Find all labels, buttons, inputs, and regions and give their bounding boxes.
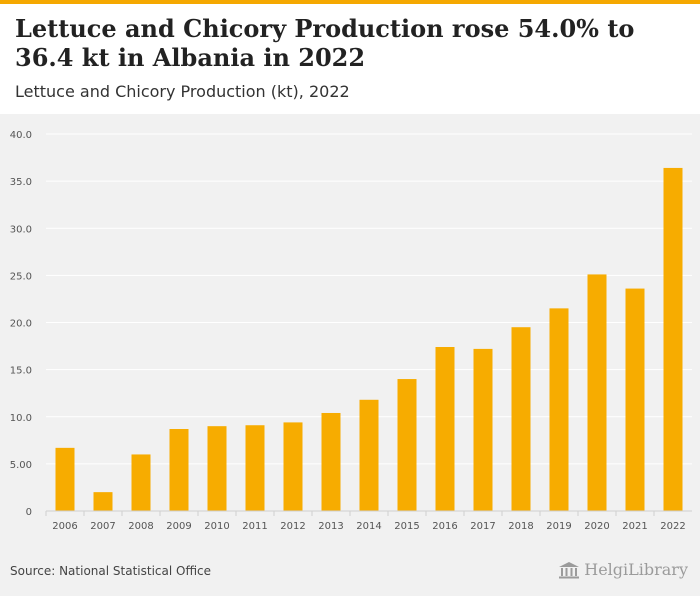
bar-2017	[473, 348, 493, 511]
y-tick-label: 40.0	[10, 130, 32, 141]
bar-2019	[549, 308, 569, 511]
bar-2016	[435, 347, 455, 511]
y-tick-label: 0	[26, 507, 32, 518]
chart-area: 0 5.00 10.0 15.0 20.0 25.0 30.0 35.0 40.0 2006 20…	[0, 114, 700, 540]
x-tick-label: 2019	[546, 521, 571, 532]
y-tick-label: 35.0	[10, 177, 32, 188]
x-tick-label: 2008	[128, 521, 153, 532]
x-tick-label: 2010	[204, 521, 229, 532]
chart-title: Lettuce and Chicory Production rose 54.0…	[15, 14, 635, 72]
chart-header: Lettuce and Chicory Production rose 54.0…	[0, 4, 700, 114]
chart-footer: Source: National Statistical Office Helg…	[0, 540, 700, 596]
x-axis-ticks: 2006 2007 2008 2009 2010 2011 2012 2013 2014 2015…	[45, 510, 692, 532]
y-tick-label: 20.0	[10, 319, 32, 330]
bars	[55, 167, 683, 511]
bar-2015	[397, 379, 417, 511]
bar-2009	[169, 429, 189, 511]
source-note: Source: National Statistical Office	[10, 564, 212, 578]
bar-2014	[359, 399, 379, 511]
y-tick-label: 15.0	[10, 366, 32, 377]
x-tick-label: 2015	[394, 521, 419, 532]
bar-2011	[245, 425, 265, 511]
x-tick-label: 2018	[508, 521, 533, 532]
y-tick-label: 10.0	[10, 413, 32, 424]
x-tick-label: 2006	[52, 521, 77, 532]
library-building-icon	[559, 561, 580, 578]
bar-2022	[663, 167, 683, 511]
bar-2008	[131, 454, 151, 511]
bar-2010	[207, 426, 227, 511]
bar-2007	[93, 492, 113, 511]
logo-text: HelgiLibrary	[584, 560, 688, 579]
bar-2018	[511, 327, 531, 511]
x-tick-label: 2014	[356, 521, 381, 532]
x-tick-label: 2007	[90, 521, 115, 532]
x-tick-label: 2021	[622, 521, 647, 532]
x-tick-label: 2020	[584, 521, 609, 532]
x-tick-label: 2022	[660, 521, 685, 532]
y-tick-label: 30.0	[10, 224, 32, 235]
bar-2013	[321, 412, 341, 511]
x-tick-label: 2013	[318, 521, 343, 532]
y-tick-label: 25.0	[10, 271, 32, 282]
x-tick-label: 2012	[280, 521, 305, 532]
bar-2012	[283, 422, 303, 511]
accent-bar	[0, 0, 700, 4]
x-tick-label: 2016	[432, 521, 457, 532]
y-tick-label: 5.00	[10, 460, 32, 471]
x-tick-label: 2011	[242, 521, 267, 532]
bar-2006	[55, 447, 75, 511]
x-tick-label: 2017	[470, 521, 495, 532]
y-axis-ticks: 0 5.00 10.0 15.0 20.0 25.0 30.0 35.0 40.0	[10, 130, 32, 518]
helgi-library-logo: HelgiLibrary	[558, 560, 688, 579]
bar-2020	[587, 274, 607, 511]
chart-subtitle: Lettuce and Chicory Production (kt), 202…	[15, 82, 350, 101]
bar-2021	[625, 288, 645, 511]
x-tick-label: 2009	[166, 521, 191, 532]
